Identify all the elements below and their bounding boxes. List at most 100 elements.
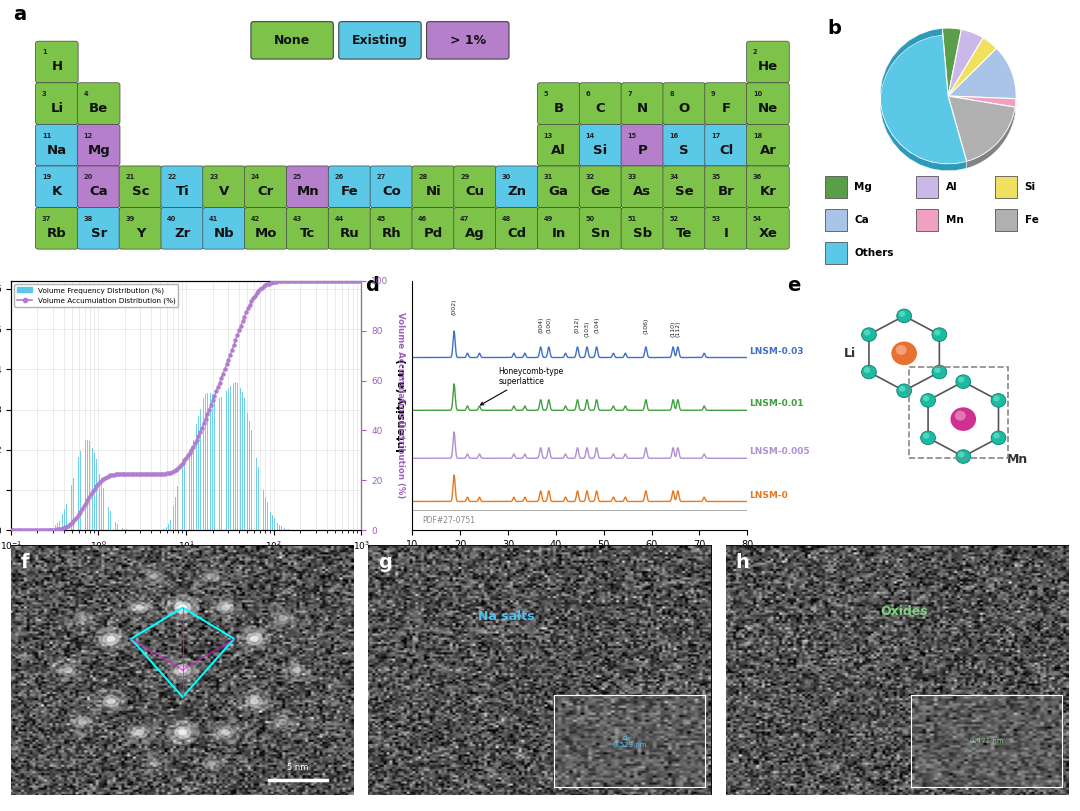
FancyBboxPatch shape — [746, 124, 789, 166]
Circle shape — [274, 716, 292, 728]
FancyBboxPatch shape — [705, 124, 747, 166]
Text: Ge: Ge — [591, 185, 610, 198]
Text: Oxides: Oxides — [880, 605, 928, 618]
FancyBboxPatch shape — [78, 208, 120, 249]
FancyBboxPatch shape — [621, 83, 664, 124]
FancyBboxPatch shape — [538, 208, 580, 249]
Circle shape — [991, 393, 1005, 407]
FancyBboxPatch shape — [36, 166, 78, 208]
Text: Mn: Mn — [297, 185, 319, 198]
Circle shape — [279, 719, 287, 725]
FancyBboxPatch shape — [579, 166, 622, 208]
Circle shape — [208, 595, 243, 620]
Circle shape — [178, 729, 187, 736]
Text: Existing: Existing — [352, 34, 408, 47]
Circle shape — [237, 689, 271, 714]
Text: 37: 37 — [42, 216, 51, 222]
Text: (002): (002) — [451, 298, 457, 315]
Text: (012): (012) — [575, 316, 580, 333]
Circle shape — [178, 667, 187, 673]
Text: 36: 36 — [753, 174, 762, 180]
FancyBboxPatch shape — [663, 83, 705, 124]
Circle shape — [956, 375, 971, 388]
FancyBboxPatch shape — [746, 208, 789, 249]
FancyBboxPatch shape — [328, 166, 370, 208]
Circle shape — [165, 658, 200, 683]
Legend: Volume Frequency Distribution (%), Volume Accumulation Distribution (%): Volume Frequency Distribution (%), Volum… — [14, 285, 178, 307]
Circle shape — [73, 611, 91, 624]
FancyBboxPatch shape — [663, 166, 705, 208]
Circle shape — [288, 663, 306, 676]
Volume Accumulation Distribution (%) — [307, 276, 320, 285]
Circle shape — [78, 719, 86, 725]
Text: 29: 29 — [460, 174, 470, 180]
Text: 23: 23 — [210, 174, 218, 180]
Text: F: F — [721, 102, 731, 115]
FancyBboxPatch shape — [78, 124, 120, 166]
Text: None: None — [274, 34, 310, 47]
Circle shape — [94, 626, 129, 651]
FancyBboxPatch shape — [411, 208, 455, 249]
Text: (106): (106) — [644, 317, 648, 333]
Text: 5 nm: 5 nm — [287, 763, 309, 772]
Text: Nb: Nb — [214, 227, 234, 240]
Circle shape — [279, 615, 287, 621]
Text: 33: 33 — [627, 174, 636, 180]
Text: f: f — [22, 553, 29, 572]
Circle shape — [249, 698, 258, 704]
FancyBboxPatch shape — [746, 166, 789, 208]
Circle shape — [78, 615, 86, 621]
Circle shape — [137, 564, 171, 589]
Text: Br: Br — [718, 185, 734, 198]
Text: 46: 46 — [418, 216, 428, 222]
Circle shape — [950, 407, 976, 431]
X-axis label: 2-Theta (degree): 2-Theta (degree) — [528, 556, 632, 565]
Text: Tc: Tc — [300, 227, 315, 240]
Text: Rb: Rb — [46, 227, 67, 240]
Text: 30: 30 — [502, 174, 511, 180]
Circle shape — [207, 573, 216, 580]
Text: 10: 10 — [753, 91, 762, 97]
Text: LNSM-0: LNSM-0 — [750, 491, 788, 500]
Text: 5: 5 — [543, 91, 549, 97]
Circle shape — [221, 604, 230, 611]
Text: Cd: Cd — [508, 227, 527, 240]
Circle shape — [103, 633, 120, 645]
Circle shape — [958, 452, 964, 457]
FancyBboxPatch shape — [496, 166, 538, 208]
Circle shape — [266, 710, 300, 735]
Circle shape — [122, 720, 157, 744]
FancyBboxPatch shape — [339, 22, 421, 59]
Text: 49: 49 — [543, 216, 553, 222]
Circle shape — [217, 602, 234, 614]
Text: 6: 6 — [585, 91, 590, 97]
Text: H: H — [51, 61, 63, 74]
FancyBboxPatch shape — [286, 208, 329, 249]
FancyBboxPatch shape — [579, 83, 622, 124]
Circle shape — [135, 729, 144, 736]
FancyBboxPatch shape — [454, 166, 497, 208]
Text: 45: 45 — [377, 216, 386, 222]
FancyBboxPatch shape — [663, 124, 705, 166]
Text: Be: Be — [89, 102, 108, 115]
Text: Fe: Fe — [341, 185, 359, 198]
FancyBboxPatch shape — [370, 208, 413, 249]
Circle shape — [65, 710, 99, 735]
Text: As: As — [633, 185, 651, 198]
Text: 9: 9 — [711, 91, 716, 97]
Circle shape — [994, 433, 1000, 439]
FancyBboxPatch shape — [36, 83, 78, 124]
Text: 5 nm: 5 nm — [1002, 763, 1023, 772]
Circle shape — [165, 595, 200, 620]
Circle shape — [165, 720, 200, 744]
Text: Cr: Cr — [258, 185, 274, 198]
Circle shape — [923, 433, 929, 439]
FancyBboxPatch shape — [36, 41, 78, 83]
Circle shape — [174, 663, 191, 676]
Text: 1: 1 — [42, 49, 46, 55]
FancyBboxPatch shape — [705, 83, 747, 124]
Volume Accumulation Distribution (%) — [354, 276, 367, 285]
FancyBboxPatch shape — [746, 41, 789, 83]
Text: 48: 48 — [502, 216, 511, 222]
Text: Ne: Ne — [758, 102, 778, 115]
